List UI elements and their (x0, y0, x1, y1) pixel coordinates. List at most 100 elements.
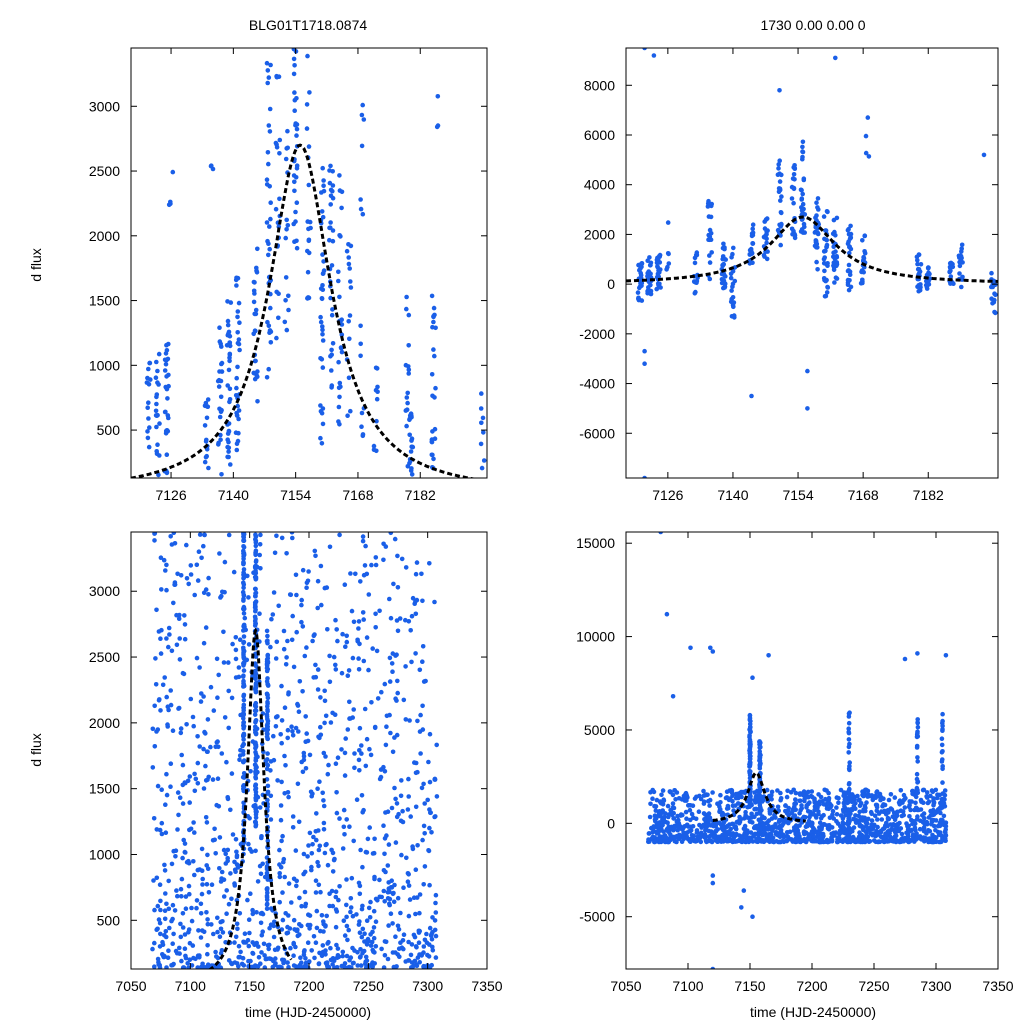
data-point (272, 550, 278, 556)
data-point (221, 629, 226, 635)
data-point (345, 937, 350, 943)
data-point (416, 940, 422, 945)
data-point (283, 298, 288, 303)
data-point (178, 730, 184, 736)
data-point (352, 765, 357, 771)
data-point (292, 927, 297, 932)
data-point (219, 344, 224, 349)
data-point (414, 895, 420, 900)
data-point (814, 200, 819, 205)
data-point (273, 714, 279, 720)
fit-curve (131, 143, 478, 478)
data-point (320, 324, 325, 329)
data-point (926, 815, 932, 820)
data-point (931, 802, 936, 808)
data-point (843, 829, 849, 835)
data-point (831, 250, 836, 255)
data-point (874, 808, 880, 813)
data-point (812, 807, 817, 813)
data-point (874, 804, 880, 810)
data-point (234, 854, 240, 860)
data-point (360, 950, 365, 956)
data-point (327, 679, 333, 685)
data-point (717, 820, 722, 826)
data-point (159, 587, 164, 592)
data-point (363, 849, 369, 855)
data-point (864, 821, 870, 826)
data-point (924, 794, 929, 799)
data-point (429, 830, 434, 835)
data-point (318, 319, 324, 325)
data-point (355, 963, 361, 968)
data-point (943, 823, 949, 829)
data-point (257, 863, 263, 869)
data-point (725, 838, 730, 844)
data-point (279, 927, 285, 932)
data-point (425, 797, 431, 803)
data-point (832, 229, 837, 235)
data-point (347, 336, 352, 342)
data-point (225, 318, 231, 324)
data-point (321, 798, 326, 803)
data-point (921, 811, 927, 816)
data-point (253, 809, 259, 814)
x-tick-label: 7250 (353, 978, 384, 994)
data-point (884, 820, 889, 826)
data-point (360, 610, 366, 615)
data-point (334, 810, 340, 816)
data-point (737, 833, 742, 838)
data-point (888, 792, 894, 797)
data-point (939, 759, 945, 764)
data-point (826, 801, 831, 806)
data-point (166, 625, 172, 631)
data-point (766, 818, 772, 823)
data-point (665, 803, 671, 809)
data-point (366, 905, 372, 911)
data-point (267, 106, 273, 112)
data-point (220, 589, 225, 595)
data-point (721, 241, 726, 247)
data-point (404, 855, 409, 861)
data-point (368, 932, 373, 937)
data-point (313, 553, 318, 559)
data-point (731, 245, 736, 251)
data-point (748, 769, 753, 774)
data-point (175, 790, 181, 795)
data-point (403, 959, 409, 964)
data-point (163, 929, 169, 934)
data-point (203, 763, 208, 769)
data-point (479, 465, 485, 471)
data-point (379, 946, 384, 952)
data-point (169, 963, 174, 968)
data-point (372, 725, 378, 731)
y-tick-label: 3000 (89, 98, 120, 114)
data-point (757, 806, 763, 811)
data-point (237, 757, 242, 763)
data-point (219, 869, 225, 875)
data-point (940, 728, 945, 733)
data-point (375, 696, 381, 701)
data-point (199, 555, 204, 561)
data-point (307, 90, 312, 95)
data-point (666, 814, 671, 820)
data-point (323, 713, 329, 719)
data-point (386, 923, 391, 928)
data-point (406, 364, 411, 369)
data-point (370, 947, 376, 953)
data-point (930, 839, 935, 845)
data-point (809, 789, 815, 794)
data-point (792, 231, 797, 237)
data-point (170, 941, 175, 946)
data-point (171, 600, 176, 606)
data-point (268, 305, 273, 311)
data-point (240, 674, 246, 679)
data-point (323, 960, 329, 966)
data-point (914, 836, 920, 841)
data-point (347, 824, 352, 829)
data-point (230, 832, 236, 837)
data-point (150, 946, 155, 952)
data-point (218, 926, 224, 932)
data-point (767, 811, 773, 816)
data-point (305, 854, 310, 859)
data-point (153, 375, 159, 381)
